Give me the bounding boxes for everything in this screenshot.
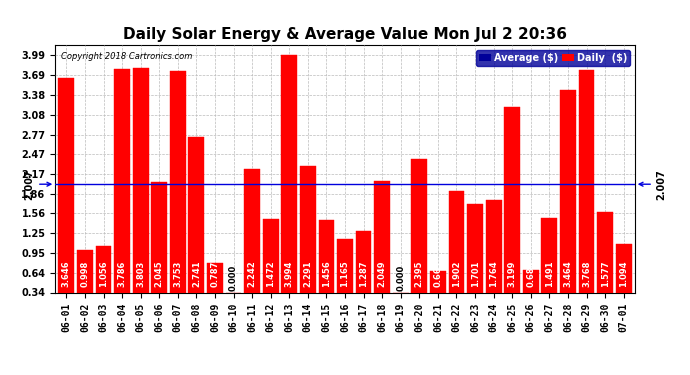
Bar — [355, 231, 371, 292]
Bar — [96, 246, 111, 292]
Bar — [337, 239, 353, 292]
Bar — [542, 218, 558, 292]
Text: 0.000: 0.000 — [396, 265, 405, 291]
Text: 2.291: 2.291 — [304, 261, 313, 287]
Text: Copyright 2018 Cartronics.com: Copyright 2018 Cartronics.com — [61, 53, 193, 62]
Bar — [319, 220, 335, 292]
Text: 0.669: 0.669 — [433, 261, 442, 287]
Text: 1.056: 1.056 — [99, 261, 108, 287]
Text: 3.768: 3.768 — [582, 261, 591, 287]
Bar — [300, 166, 316, 292]
Text: 1.472: 1.472 — [266, 261, 275, 287]
Text: 2.242: 2.242 — [248, 261, 257, 287]
Bar — [411, 159, 427, 292]
Text: 1.701: 1.701 — [471, 261, 480, 287]
Text: 3.786: 3.786 — [117, 261, 126, 287]
Bar — [59, 78, 75, 292]
Bar — [597, 212, 613, 292]
Text: 0.998: 0.998 — [81, 261, 90, 287]
Bar — [132, 68, 148, 292]
Bar — [188, 136, 204, 292]
Bar — [560, 90, 576, 292]
Legend: Average ($), Daily  ($): Average ($), Daily ($) — [476, 50, 630, 66]
Text: 2.045: 2.045 — [155, 261, 164, 287]
Text: 3.753: 3.753 — [173, 261, 182, 287]
Text: 0.787: 0.787 — [210, 261, 219, 287]
Text: 2.395: 2.395 — [415, 261, 424, 287]
Title: Daily Solar Energy & Average Value Mon Jul 2 20:36: Daily Solar Energy & Average Value Mon J… — [123, 27, 567, 42]
Bar — [448, 191, 464, 292]
Text: 2.741: 2.741 — [192, 261, 201, 287]
Text: 3.464: 3.464 — [564, 261, 573, 287]
Text: 3.199: 3.199 — [508, 261, 517, 287]
Text: 1.491: 1.491 — [545, 261, 554, 287]
Text: 1.764: 1.764 — [489, 261, 498, 287]
Text: 0.686: 0.686 — [526, 261, 535, 287]
Bar — [114, 69, 130, 292]
Text: 2.049: 2.049 — [377, 261, 386, 287]
Text: 0.000: 0.000 — [229, 265, 238, 291]
Text: 1.456: 1.456 — [322, 261, 331, 287]
Text: 3.646: 3.646 — [62, 261, 71, 287]
Text: 2.007: 2.007 — [639, 169, 666, 200]
Text: 3.994: 3.994 — [285, 261, 294, 287]
Bar — [486, 200, 502, 292]
Bar — [151, 182, 167, 292]
Bar — [263, 219, 279, 292]
Text: 1.902: 1.902 — [452, 261, 461, 287]
Text: 3.803: 3.803 — [136, 261, 145, 287]
Bar — [244, 169, 260, 292]
Bar — [207, 264, 223, 292]
Text: 1.577: 1.577 — [600, 261, 609, 287]
Bar — [579, 70, 594, 292]
Text: 1.165: 1.165 — [340, 261, 350, 287]
Bar — [430, 271, 446, 292]
Bar — [77, 250, 93, 292]
Bar — [467, 204, 483, 292]
Bar — [615, 243, 631, 292]
Bar — [170, 71, 186, 292]
Bar — [282, 55, 297, 292]
Bar — [504, 107, 520, 292]
Text: 1.094: 1.094 — [619, 261, 628, 287]
Text: 1.287: 1.287 — [359, 261, 368, 287]
Bar — [523, 270, 539, 292]
Bar — [374, 182, 390, 292]
Text: 2.007: 2.007 — [24, 169, 51, 200]
